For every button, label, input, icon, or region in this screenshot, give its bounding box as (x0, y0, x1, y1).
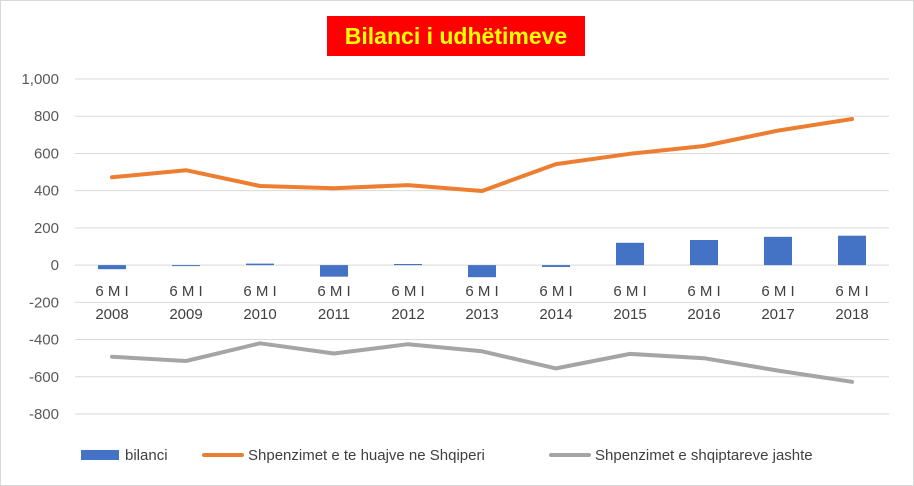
chart-title: Bilanci i udhëtimeve (344, 22, 568, 49)
category-label-prefix: 6 M I (835, 283, 868, 300)
category-label-year: 2017 (761, 306, 794, 323)
category-label-prefix: 6 M I (465, 283, 498, 300)
legend-swatch-bar (81, 450, 119, 460)
bar (394, 263, 422, 266)
y-tick-label: 400 (34, 183, 59, 200)
category-label-year: 2009 (169, 306, 202, 323)
category-label-prefix: 6 M I (761, 283, 794, 300)
y-tick-label: 0 (51, 257, 59, 274)
bar (616, 242, 644, 266)
category-label-prefix: 6 M I (613, 283, 646, 300)
category-label-prefix: 6 M I (243, 283, 276, 300)
y-axis-ticks: 1,000 800 600 400 200 0 -200 -400 -600 -800 (21, 71, 59, 423)
bar (542, 265, 570, 267)
y-tick-label: -400 (29, 332, 59, 349)
category-label-year: 2011 (318, 306, 350, 323)
y-tick-label: 800 (34, 108, 59, 125)
legend-label: Shpenzimet e te huajve ne Shqiperi (248, 447, 485, 464)
y-tick-label: 200 (34, 220, 59, 237)
category-label-prefix: 6 M I (539, 283, 572, 300)
category-label-prefix: 6 M I (317, 283, 350, 300)
bar-series-bilanci (98, 235, 866, 278)
category-label-year: 2013 (465, 306, 498, 323)
category-label-year: 2015 (613, 306, 646, 323)
category-label-year: 2018 (835, 306, 868, 323)
chart-title-box: Bilanci i udhëtimeve (327, 16, 585, 56)
category-label-year: 2012 (391, 306, 424, 323)
line-series-shpenzimet-shqiptareve (110, 341, 854, 384)
category-label-prefix: 6 M I (169, 283, 202, 300)
y-tick-label: -200 (29, 294, 59, 311)
category-label-prefix: 6 M I (391, 283, 424, 300)
category-label-year: 2016 (687, 306, 720, 323)
bar (98, 265, 126, 270)
category-label-year: 2008 (95, 306, 128, 323)
category-label-year: 2014 (539, 306, 572, 323)
bar (690, 239, 718, 266)
bar (246, 263, 274, 266)
category-label-prefix: 6 M I (687, 283, 720, 300)
line-series-layer (110, 117, 854, 384)
y-tick-label: 1,000 (21, 71, 59, 88)
x-axis-categories: 6 M I 2008 6 M I 2009 6 M I 2010 6 M I 2011 6 M … (95, 283, 868, 323)
bar (172, 265, 200, 267)
y-tick-label: -800 (29, 406, 59, 423)
legend-label: bilanci (125, 447, 168, 464)
legend-label: Shpenzimet e shqiptareve jashte (595, 447, 813, 464)
bar (468, 265, 496, 278)
line-series-shpenzimet-te-huajve (110, 117, 854, 193)
category-label-prefix: 6 M I (95, 283, 128, 300)
bar (838, 235, 866, 266)
category-label-year: 2010 (243, 306, 276, 323)
bar (764, 236, 792, 266)
grid-layer (75, 78, 889, 415)
legend: bilanci Shpenzimet e te huajve ne Shqiper… (81, 447, 813, 464)
bar (320, 265, 348, 277)
y-tick-label: -600 (29, 369, 59, 386)
y-tick-label: 600 (34, 145, 59, 162)
